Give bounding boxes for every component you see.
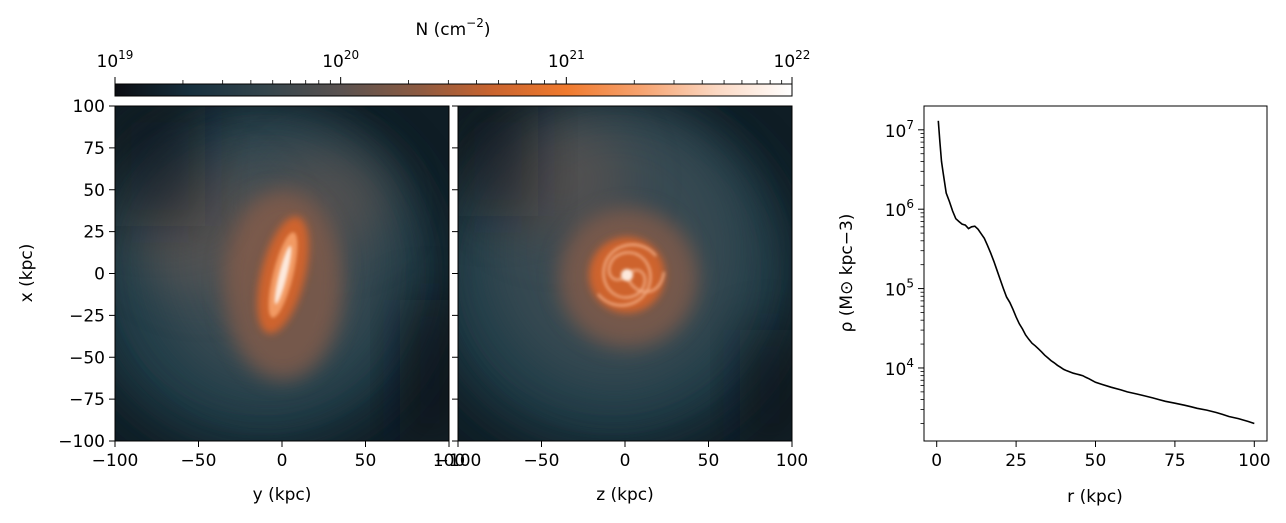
colorbar-tick-label: 1020: [322, 48, 359, 72]
y-tick-label: 50: [83, 181, 105, 201]
x-tick-label: 50: [698, 451, 720, 471]
x-axis-label-right: z (kpc): [596, 485, 654, 505]
y-tick-label: −75: [69, 390, 105, 410]
x-tick-label: 0: [931, 451, 942, 471]
x-tick-label: 25: [1005, 451, 1027, 471]
x-tick-label: 75: [1164, 451, 1186, 471]
colorbar-tick-label: 1022: [774, 48, 811, 72]
heatmap-left: [115, 106, 449, 441]
x-tick-label: 0: [277, 451, 288, 471]
x-tick-label: 100: [776, 451, 808, 471]
colorbar-label: N (cm−2): [415, 16, 490, 40]
x-axis-label-profile: r (kpc): [1067, 487, 1123, 507]
x-tick-label: 50: [355, 451, 377, 471]
y-tick-label: 75: [83, 139, 105, 159]
y-tick-label: 0: [94, 265, 105, 285]
x-tick-label: 100: [433, 451, 465, 471]
x-axis-right: −100 −50 0 50 100: [435, 441, 808, 471]
x-axis-left: −100 −50 0 50 100: [92, 441, 465, 471]
colorbar-tick-label: 1019: [97, 48, 134, 72]
x-tick-label: 0: [620, 451, 631, 471]
y-tick-label: −25: [69, 306, 105, 326]
colorbar-tick-label: 1021: [548, 48, 585, 72]
plot-frame-profile: [923, 105, 1268, 442]
density-profile-line: [937, 120, 1255, 425]
colorbar: N (cm−2) 1019 1020 1021 1022: [97, 16, 811, 97]
y-tick-label: 105: [885, 277, 914, 301]
y-axis-label-left: x (kpc): [17, 244, 37, 303]
x-tick-label: 50: [1085, 451, 1107, 471]
y-axis-profile: 104 105 106 107: [885, 118, 924, 424]
y-tick-label: 100: [73, 97, 105, 117]
x-tick-label: −50: [524, 451, 560, 471]
y-tick-label: −100: [58, 432, 105, 452]
x-tick-label: −100: [92, 451, 139, 471]
x-axis-profile: 0 25 50 75 100: [931, 441, 1271, 471]
heatmap-right: [458, 106, 792, 441]
y-axis-left: 100 75 50 25 0 −25 −50 −75 −100: [58, 97, 115, 452]
y-tick-label: 107: [885, 118, 914, 142]
panel-right-face-on: −100 −50 0 50 100 z (kpc): [435, 105, 808, 505]
colorbar-ticks: 1019 1020 1021 1022: [97, 48, 811, 84]
y-tick-label: 25: [83, 223, 105, 243]
x-tick-label: −100: [435, 451, 482, 471]
y-tick-label: 106: [885, 197, 914, 221]
x-tick-label: 100: [1238, 451, 1270, 471]
y-tick-label: −50: [69, 348, 105, 368]
panel-left-edge-on: 100 75 50 25 0 −25 −50 −75 −100 −100 −50 0 50 100 x …: [17, 97, 465, 505]
panel-density-profile: 104 105 106 107 0 25 50 75 100 ρ (M⊙ kpc−3) r (…: [837, 105, 1271, 507]
y-axis-label-profile: ρ (M⊙ kpc−3): [837, 214, 857, 333]
x-axis-label-left: y (kpc): [253, 485, 312, 505]
colorbar-bar: [114, 83, 793, 97]
x-tick-label: −50: [181, 451, 217, 471]
y-ticks-right: [452, 105, 458, 442]
y-tick-label: 104: [885, 356, 914, 380]
